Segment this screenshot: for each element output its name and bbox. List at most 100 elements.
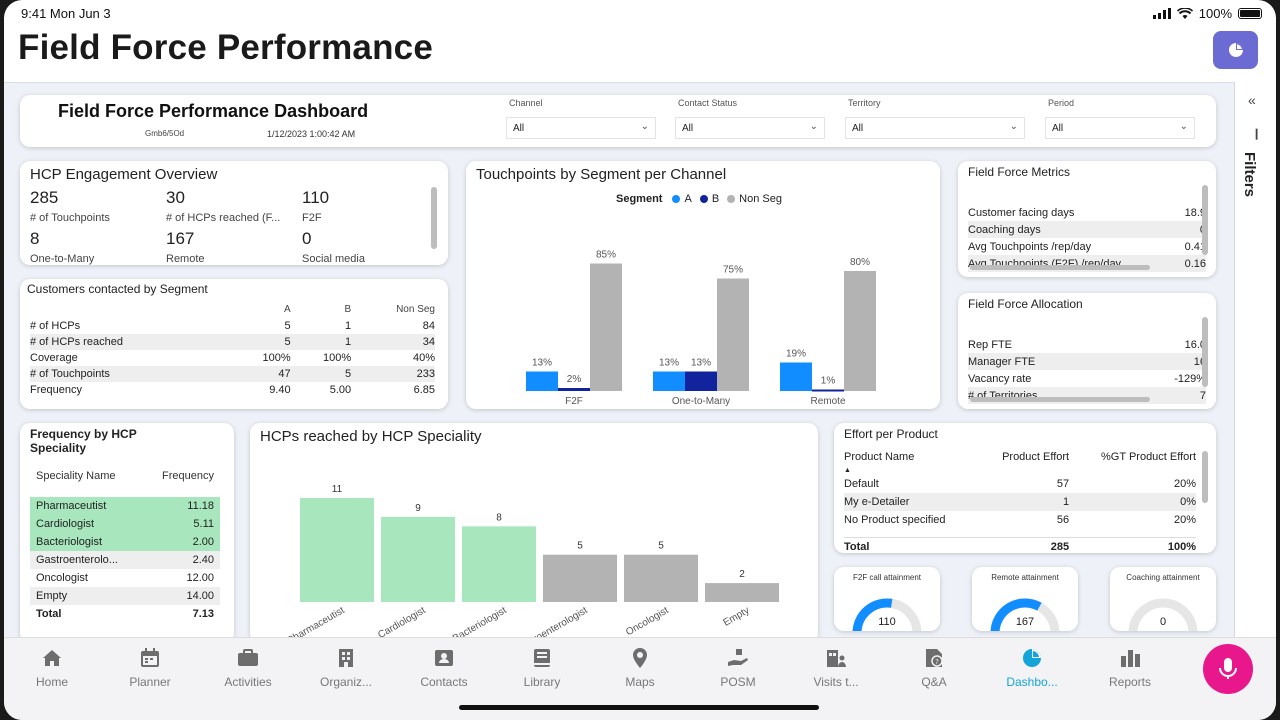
bar-empty: [705, 583, 779, 602]
legend-swatch-b: [699, 195, 708, 203]
kpi-touchpoints: 285 # of Touchpoints: [30, 188, 110, 224]
collapse-chevron-icon[interactable]: «: [1248, 92, 1256, 108]
nav-item-label: Maps: [625, 675, 655, 689]
battery-percent: 100%: [1198, 6, 1232, 21]
table-cell: 5.11: [193, 518, 214, 530]
table-cell: 7: [1199, 389, 1206, 402]
microphone-button[interactable]: [1203, 644, 1253, 694]
sort-icon[interactable]: ▲: [844, 467, 851, 474]
table-cell: 56: [1056, 514, 1070, 526]
gauge-track: [1128, 598, 1198, 631]
table-cell: Gastroenterolo...: [36, 554, 118, 566]
nav-item-library[interactable]: Library: [497, 646, 587, 689]
gauge-chart: [990, 598, 1060, 631]
nav-item-label: Home: [35, 675, 68, 689]
table-cell: 0%: [1180, 496, 1196, 508]
bar-oncologist: [624, 554, 698, 602]
nav-item-briefcase[interactable]: Activities: [203, 646, 293, 689]
kpi-value: 8: [30, 229, 40, 248]
channel-slicer-label: Channel: [509, 98, 543, 108]
data-label: 5: [577, 541, 583, 552]
table-cell: 47: [278, 368, 291, 380]
table-row: My e-Detailer 1 0%: [844, 493, 1196, 511]
table-header: Speciality Name: [36, 470, 116, 482]
table-cell: Total: [844, 541, 870, 554]
table-cell: 100%: [262, 352, 291, 364]
table-cell: Bacteriologist: [36, 536, 103, 548]
table-cell: Oncologist: [36, 572, 88, 584]
nav-item-map-pin[interactable]: Maps: [595, 646, 685, 689]
scrollbar[interactable]: [1202, 317, 1208, 387]
nav-item-qa[interactable]: ? Q&A: [889, 646, 979, 689]
filters-label[interactable]: Filters: [1241, 152, 1258, 198]
filters-pane[interactable]: « ❙ Filters: [1234, 82, 1276, 637]
table-cell: 84: [422, 320, 435, 332]
data-label: 80%: [850, 257, 870, 268]
wifi-icon: [1176, 7, 1193, 19]
dashboard-subtitle: Gmb6/5Od: [145, 129, 185, 138]
bar-gastroenterologist: [543, 554, 617, 602]
header-label: Product Name: [844, 451, 915, 463]
table-cell: 20%: [1173, 478, 1196, 490]
kpi-one-to-many: 8 One-to-Many: [30, 229, 94, 265]
table-cell: 0.41: [1184, 240, 1206, 253]
nav-item-home[interactable]: Home: [7, 646, 97, 689]
bottom-nav: Home Planner Activities Organiz... Contacts L…: [4, 637, 1276, 720]
table-row: Empty 14.00: [30, 587, 220, 605]
hcp-speciality-chart: 11Pharmaceutist9Cardiologist8Bacteriolog…: [286, 484, 779, 643]
contact-status-slicer-label: Contact Status: [678, 98, 738, 108]
nav-item-bar-chart[interactable]: Reports: [1085, 646, 1175, 689]
signal-icon: [1152, 8, 1171, 19]
x-tick-label: Oncologist: [624, 605, 671, 638]
data-label: 13%: [659, 358, 679, 369]
table-cell: 1: [345, 336, 352, 348]
gauge-chart: [852, 598, 922, 631]
table-cell: 5: [345, 368, 352, 380]
table-cell: 16: [1193, 355, 1206, 368]
kpi-value: 30: [166, 188, 185, 207]
nav-item-building[interactable]: Organiz...: [301, 646, 391, 689]
table-header: Non Seg: [396, 303, 435, 315]
touchpoints-chart: 13% 2% 85% F2F 13% 13% 75% One-to-Many 19% 1% 80% R…: [526, 250, 876, 406]
table-row: Vacancy rate -129%: [968, 370, 1206, 387]
table-cell: Avg Touchpoints /rep/day: [968, 240, 1092, 253]
table-cell: Default: [844, 478, 879, 490]
gauge-title: Coaching attainment: [1126, 573, 1200, 582]
calendar-icon: [141, 648, 159, 667]
table-cell: 6.85: [413, 384, 435, 396]
kpi-hcps-reached: 30 # of HCPs reached (F...: [166, 188, 280, 224]
bar-b: [685, 371, 717, 391]
nav-item-hand-box[interactable]: POSM: [693, 646, 783, 689]
table-cell: 18.9: [1184, 206, 1206, 219]
table-row: Default 57 20%: [844, 475, 1196, 493]
territory-slicer[interactable]: All ⌄: [845, 117, 1025, 139]
dashboard-switch-button[interactable]: [1213, 31, 1258, 69]
table-cell: 233: [416, 368, 435, 380]
nav-item-visits[interactable]: Visits t...: [791, 646, 881, 689]
period-slicer[interactable]: All ⌄: [1045, 117, 1195, 139]
table-cell: 5: [284, 336, 291, 348]
nav-item-contact-card[interactable]: Contacts: [399, 646, 489, 689]
territory-slicer-value: All: [852, 123, 864, 134]
kpi-value: 285: [30, 188, 59, 207]
channel-slicer[interactable]: All ⌄: [506, 117, 656, 139]
contact-status-slicer[interactable]: All ⌄: [675, 117, 825, 139]
nav-item-calendar[interactable]: Planner: [105, 646, 195, 689]
scrollbar[interactable]: [1202, 451, 1208, 503]
channel-slicer-value: All: [513, 123, 525, 134]
table-row: # of HCPs reached 5 1 34: [30, 334, 435, 350]
nav-item-pie-chart[interactable]: Dashbo...: [987, 646, 1077, 689]
ipad-screen: 9:41 Mon Jun 3 100% Field Force Performa…: [4, 0, 1276, 720]
scrollbar[interactable]: [970, 265, 1150, 270]
gauge-title: F2F call attainment: [852, 573, 922, 582]
table-cell: Frequency: [30, 384, 82, 396]
scrollbar[interactable]: [1202, 185, 1208, 255]
table-cell: 12.00: [186, 572, 214, 584]
scrollbar[interactable]: [431, 187, 437, 249]
data-label: 5: [658, 541, 664, 552]
scrollbar[interactable]: [970, 397, 1150, 402]
table-cell: 0.16: [1184, 257, 1206, 270]
legend-title: Segment: [616, 193, 663, 205]
engagement-overview-card: HCP Engagement Overview 285 # of Touchpoi…: [20, 161, 448, 265]
gauge-fill: [990, 598, 1042, 631]
